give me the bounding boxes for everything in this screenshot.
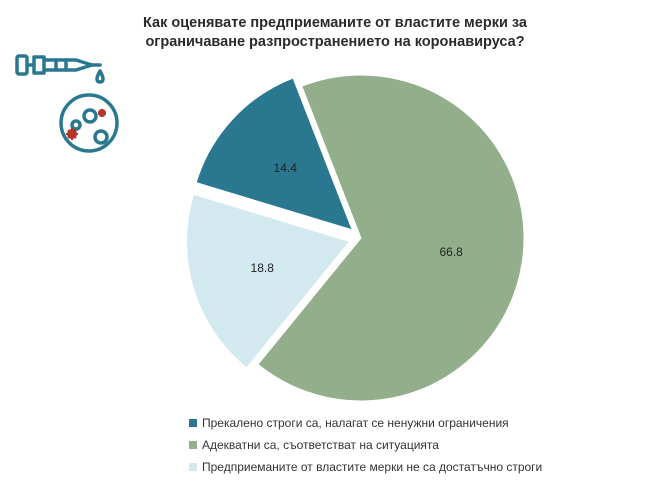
- pie-slice-0: [257, 74, 525, 402]
- slice-label-1: 18.8: [251, 261, 275, 275]
- pie-chart: 66.8 18.8 14.4: [186, 74, 525, 402]
- slice-label-0: 66.8: [439, 245, 463, 259]
- legend-label: Предприеманите от властите мерки не са д…: [202, 460, 543, 474]
- legend-item: Прекалено строги са, налагат се ненужни …: [189, 412, 542, 434]
- legend-swatch: [189, 419, 197, 427]
- legend-label: Прекалено строги са, налагат се ненужни …: [202, 416, 509, 430]
- slice-label-2: 14.4: [274, 161, 298, 175]
- legend-swatch: [189, 441, 197, 449]
- legend: Прекалено строги са, налагат се ненужни …: [189, 412, 542, 478]
- legend-item: Предприеманите от властите мерки не са д…: [189, 456, 542, 478]
- legend-item: Адекватни са, съответстват на ситуацията: [189, 434, 542, 456]
- pie-slice-2: [195, 77, 354, 231]
- chart-title: Как оценявате предприеманите от властите…: [143, 15, 527, 50]
- pie-slice-1: [186, 193, 351, 369]
- legend-label: Адекватни са, съответстват на ситуацията: [202, 438, 439, 452]
- legend-swatch: [189, 463, 197, 471]
- pipette-virus-icon: [14, 48, 120, 158]
